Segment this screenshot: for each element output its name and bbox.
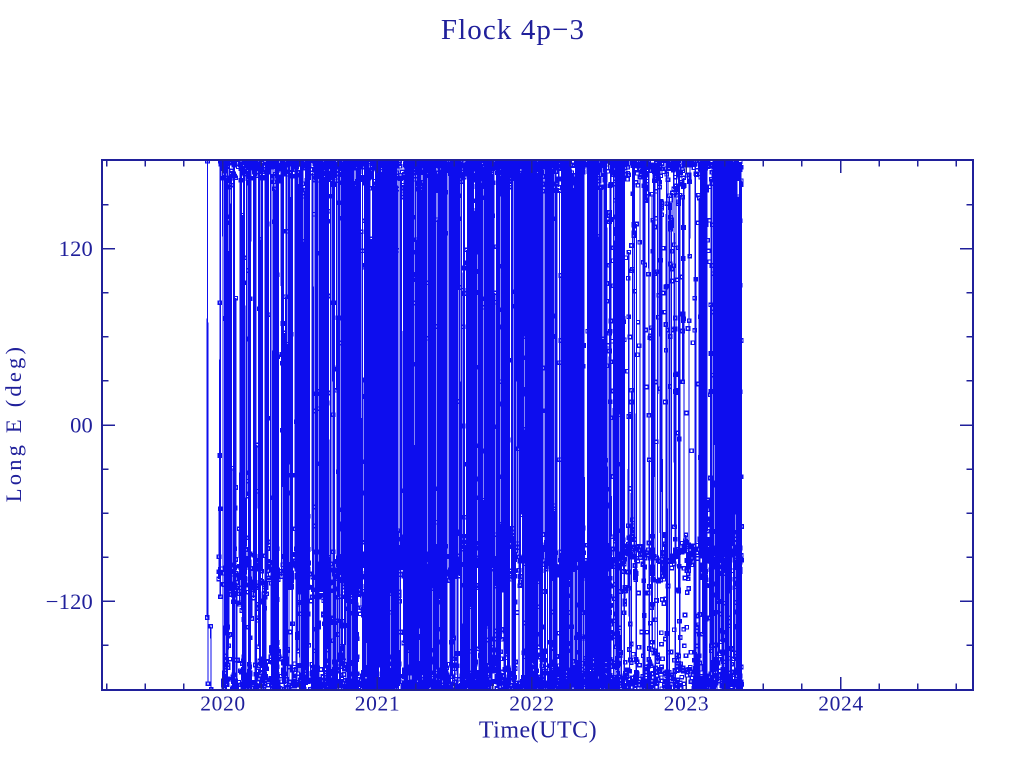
svg-text:120: 120 bbox=[59, 236, 93, 261]
svg-text:2020: 2020 bbox=[200, 692, 245, 716]
svg-text:Time(UTC): Time(UTC) bbox=[479, 718, 597, 744]
svg-text:Flock 4p−3: Flock 4p−3 bbox=[441, 14, 585, 46]
svg-text:2022: 2022 bbox=[509, 692, 554, 716]
svg-text:00: 00 bbox=[70, 413, 93, 438]
svg-text:2023: 2023 bbox=[664, 692, 709, 716]
svg-text:2024: 2024 bbox=[818, 692, 863, 716]
svg-text:Long E (deg): Long E (deg) bbox=[1, 344, 26, 502]
svg-text:2021: 2021 bbox=[355, 692, 400, 716]
svg-text:−120: −120 bbox=[46, 589, 93, 614]
